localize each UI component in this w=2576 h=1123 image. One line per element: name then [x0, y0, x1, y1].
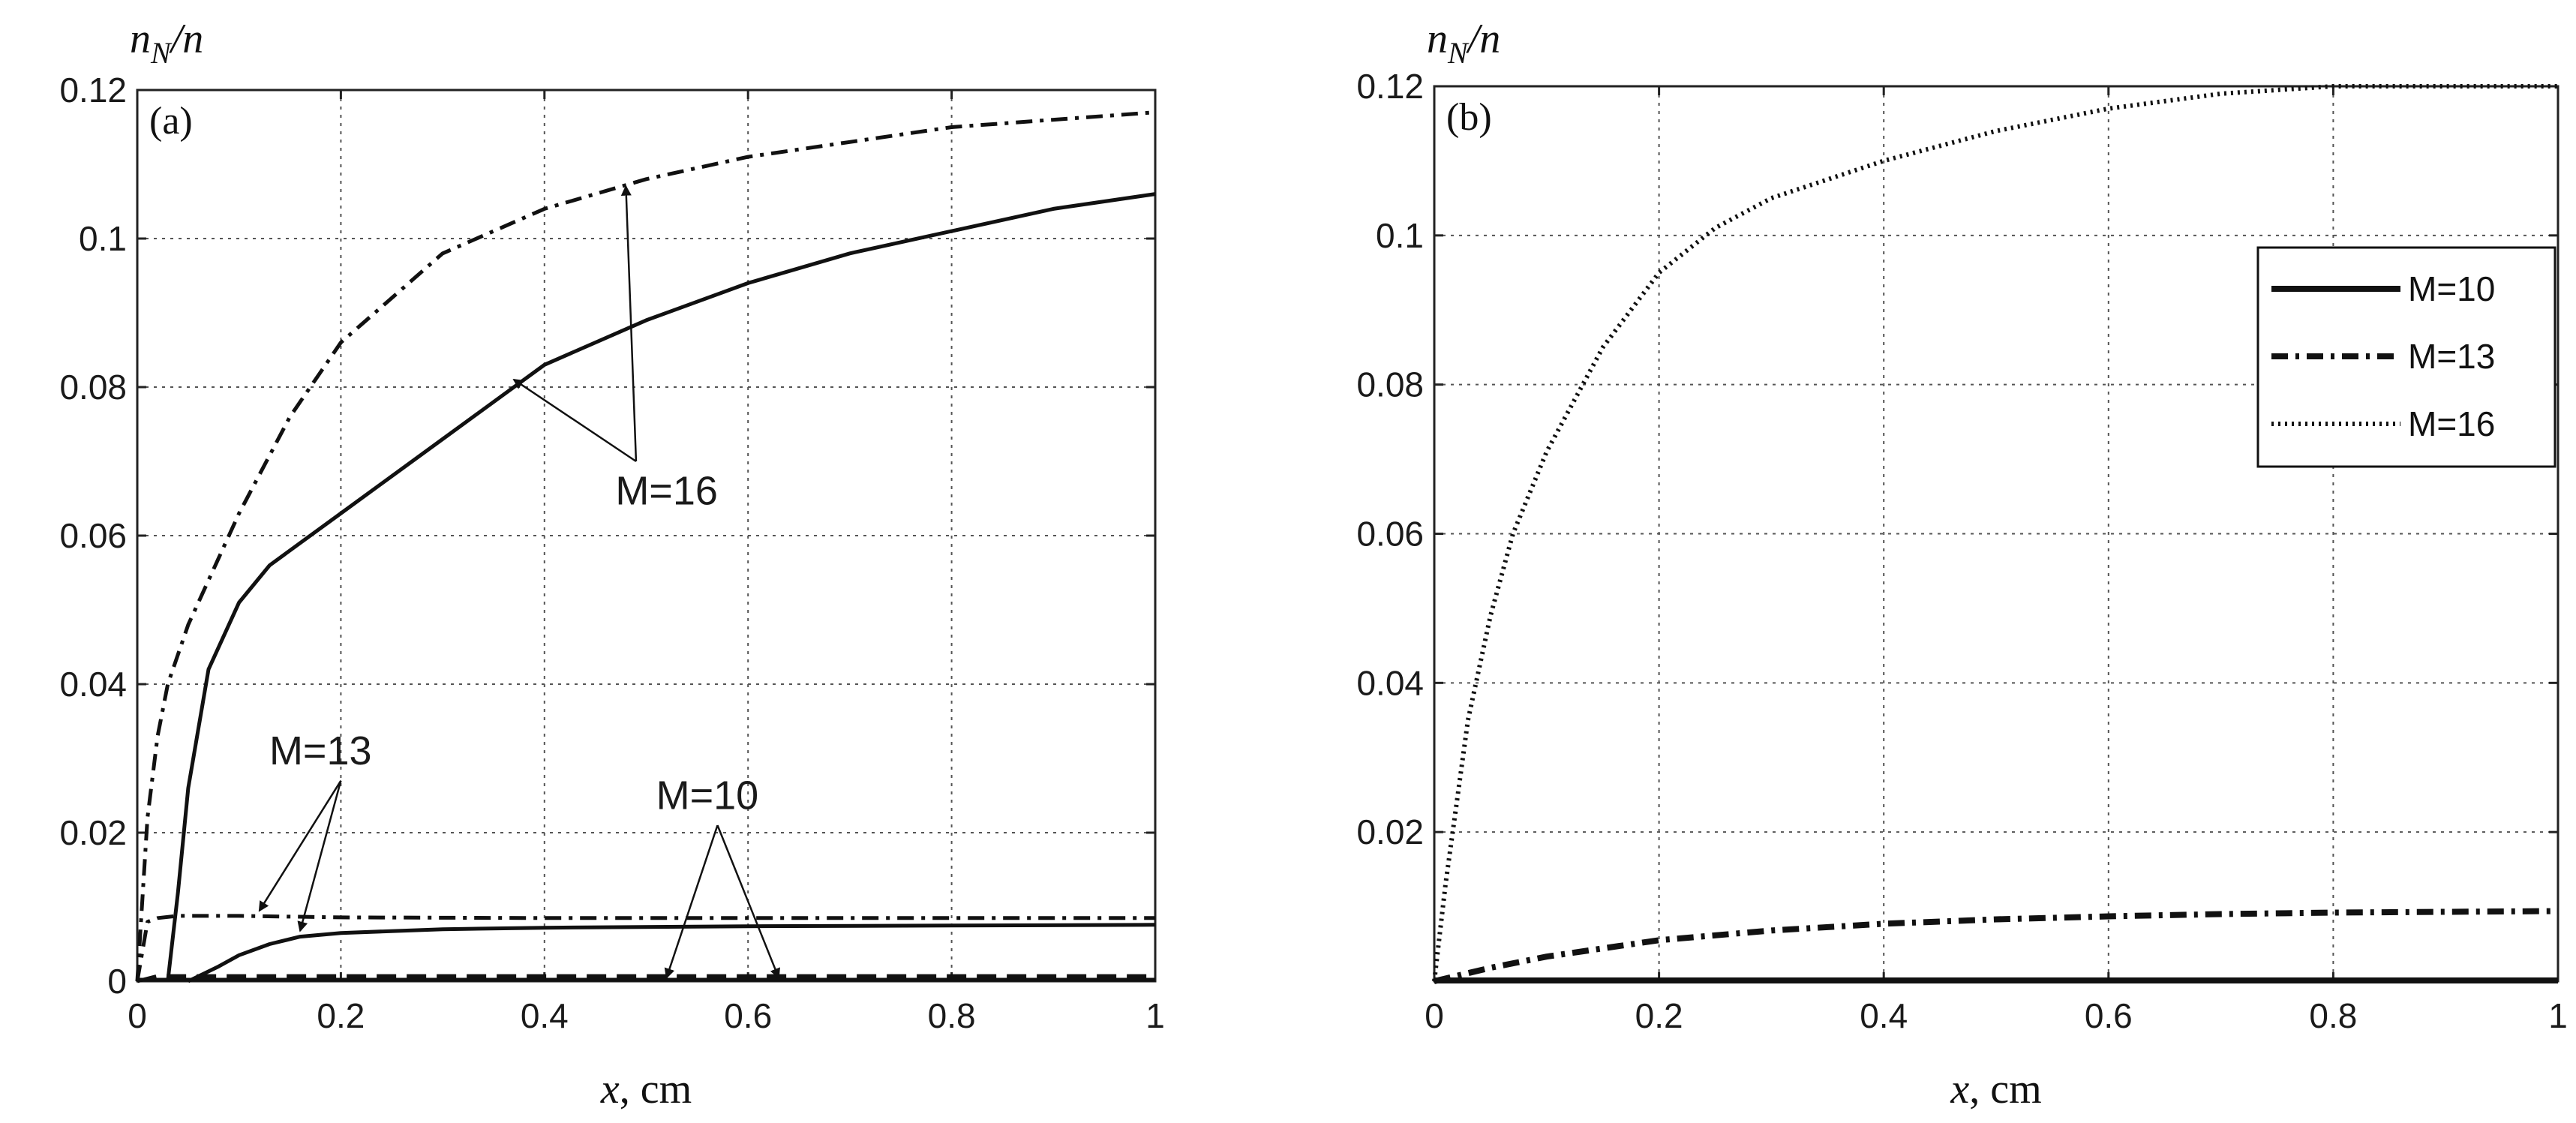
annotation-label: M=10: [656, 773, 759, 818]
y-axis-label-part: /n: [169, 16, 204, 62]
x-axis-label-unit: , cm: [1969, 1066, 2041, 1112]
annotation-label: M=13: [269, 728, 372, 773]
y-tick-label: 0.08: [59, 368, 127, 407]
y-axis-label-subscript: N: [1447, 36, 1470, 70]
series-line-m-16-dash-dot: [135, 110, 1156, 982]
y-tick-label: 0.1: [1376, 216, 1424, 255]
panel-b: 0 0.2 0.4 0.6 0.8 1 0.02 0.04 0.06 0.08 0.1 0.12nN/…: [1356, 16, 2567, 1112]
x-tick-label: 0.8: [928, 996, 976, 1035]
y-tick-label: 0.04: [59, 665, 127, 704]
legend-entry-label: M=10: [2408, 269, 2495, 308]
y-tick-label: 0.12: [59, 71, 127, 110]
x-tick-label: 0.4: [521, 996, 569, 1035]
x-axis-label: x, cm: [1950, 1066, 2041, 1112]
y-axis-label-part: n: [1427, 16, 1448, 62]
x-tick-label: 0.8: [2309, 996, 2357, 1035]
series-line-m-16: [1432, 84, 2558, 982]
y-tick-label: 0.02: [1356, 812, 1424, 851]
panel-label: (b): [1446, 96, 1492, 139]
panel-label: (a): [149, 100, 193, 143]
y-axis-label-part: n: [130, 16, 151, 62]
panel-a: 0 0.2 0.4 0.6 0.8 1 0 0.02 0.04 0.06 0.08 0.1 0.12nN…: [59, 16, 1164, 1112]
annotation-arrow: [664, 824, 719, 979]
series-line-m-13: [1434, 908, 2559, 984]
annotation-arrow: [297, 780, 342, 932]
x-tick-label: 0: [128, 996, 147, 1035]
y-axis-label: nN/n: [130, 16, 203, 70]
series-line-m-16-solid: [166, 192, 1156, 982]
x-tick-label: 0.6: [724, 996, 772, 1035]
x-tick-label: 0.2: [1635, 996, 1683, 1035]
annotation-label: M=16: [615, 469, 718, 514]
x-axis-label: x, cm: [600, 1066, 692, 1112]
legend-entry-label: M=13: [2408, 337, 2495, 376]
x-axis-label-var: x: [600, 1066, 620, 1112]
x-tick-label: 0.6: [2085, 996, 2133, 1035]
y-tick-label: 0: [107, 962, 127, 1001]
annotation-arrow: [620, 185, 638, 462]
y-tick-label: 0.06: [59, 516, 127, 555]
legend-entry-label: M=16: [2408, 404, 2495, 443]
annotation-arrow: [716, 824, 780, 979]
series-line-m-13-solid: [187, 923, 1156, 983]
annotation-arrow: [512, 378, 637, 463]
y-tick-label: 0.12: [1356, 67, 1424, 106]
y-axis-label-subscript: N: [150, 36, 173, 70]
y-tick-label: 0.06: [1356, 515, 1424, 554]
legend-box: [2256, 246, 2556, 468]
y-tick-label: 0.02: [59, 813, 127, 852]
x-tick-label: 1: [1145, 996, 1165, 1035]
plot-frame: [136, 89, 1157, 983]
x-tick-label: 0: [1425, 996, 1444, 1035]
x-tick-label: 0.2: [317, 996, 365, 1035]
y-axis-label: nN/n: [1427, 16, 1500, 70]
annotation-arrow: [258, 780, 342, 912]
x-tick-label: 1: [2548, 996, 2568, 1035]
x-axis-label-unit: , cm: [620, 1066, 692, 1112]
x-tick-label: 0.4: [1860, 996, 1908, 1035]
y-axis-label-part: /n: [1466, 16, 1501, 62]
x-axis-label-var: x: [1950, 1066, 1969, 1112]
y-tick-label: 0.08: [1356, 365, 1424, 404]
y-tick-label: 0.1: [79, 219, 127, 258]
series-line-m-13-dash-dot: [135, 914, 1155, 982]
y-tick-label: 0.04: [1356, 663, 1424, 702]
